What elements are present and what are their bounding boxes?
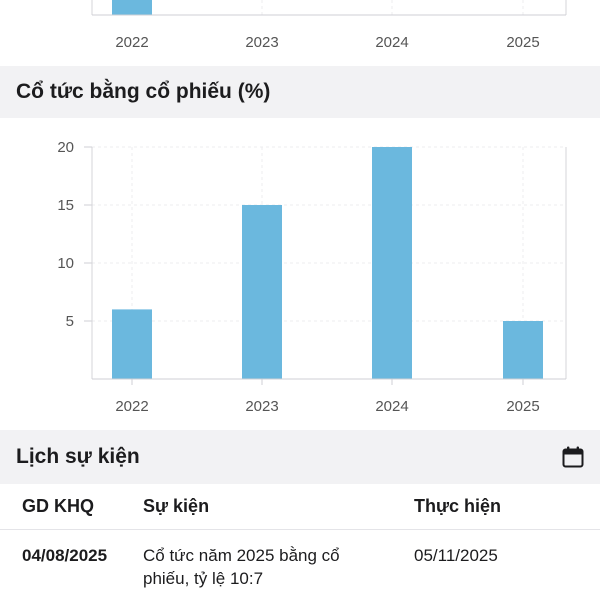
- events-title: Lịch sự kiện: [16, 445, 140, 468]
- column-header-exec[interactable]: Thực hiện: [414, 496, 502, 516]
- events-table: GD KHQ Sự kiện Thực hiện 04/08/2025 Cổ t…: [0, 484, 600, 590]
- event-description-line: phiếu, tỷ lệ 10:7: [143, 569, 264, 588]
- x-tick-label: 2024: [375, 398, 408, 415]
- top-chart-card: 2022 2023 2024 2025: [0, 0, 600, 64]
- column-header-date[interactable]: GD KHQ: [22, 496, 94, 516]
- top-chart: 2022 2023 2024 2025: [91, 0, 567, 51]
- events-header: Lịch sự kiện: [0, 430, 600, 484]
- x-tick-label: 2024: [375, 34, 408, 51]
- x-tick-label: 2025: [506, 398, 539, 415]
- x-tick-label: 2022: [115, 398, 148, 415]
- event-record-date: 04/08/2025: [22, 546, 108, 565]
- x-tick-label: 2022: [115, 34, 148, 51]
- event-exec-date: 05/11/2025: [414, 546, 498, 565]
- y-tick-label: 20: [57, 139, 74, 156]
- table-row[interactable]: 04/08/2025 Cổ tức năm 2025 bằng cổ phiếu…: [0, 530, 600, 590]
- x-tick-label: 2023: [245, 34, 278, 51]
- bar: [112, 0, 152, 15]
- stock-dividend-header: Cổ tức bằng cổ phiếu (%): [0, 66, 600, 118]
- bar: [503, 321, 543, 379]
- x-tick-label: 2023: [245, 398, 278, 415]
- y-tick-label: 15: [57, 197, 74, 214]
- calendar-icon[interactable]: [562, 446, 584, 468]
- column-header-event[interactable]: Sự kiện: [143, 496, 210, 516]
- bar: [242, 205, 282, 379]
- x-tick-label: 2025: [506, 34, 539, 51]
- bar: [112, 309, 152, 379]
- bar: [372, 147, 412, 379]
- event-description-line: Cổ tức năm 2025 bằng cổ: [143, 546, 340, 565]
- y-tick-label: 10: [57, 255, 74, 272]
- stock-dividend-chart-card: 5 10 15 20 2022 2023 2024 2025: [0, 118, 600, 428]
- event-description: Cổ tức năm 2025 bằng cổ phiếu, tỷ lệ 10:…: [143, 544, 414, 590]
- y-tick-label: 5: [66, 313, 74, 330]
- stock-dividend-title: Cổ tức bằng cổ phiếu (%): [16, 80, 271, 103]
- events-table-header: GD KHQ Sự kiện Thực hiện: [0, 484, 600, 530]
- stock-dividend-chart: 5 10 15 20 2022 2023 2024 2025: [57, 139, 567, 415]
